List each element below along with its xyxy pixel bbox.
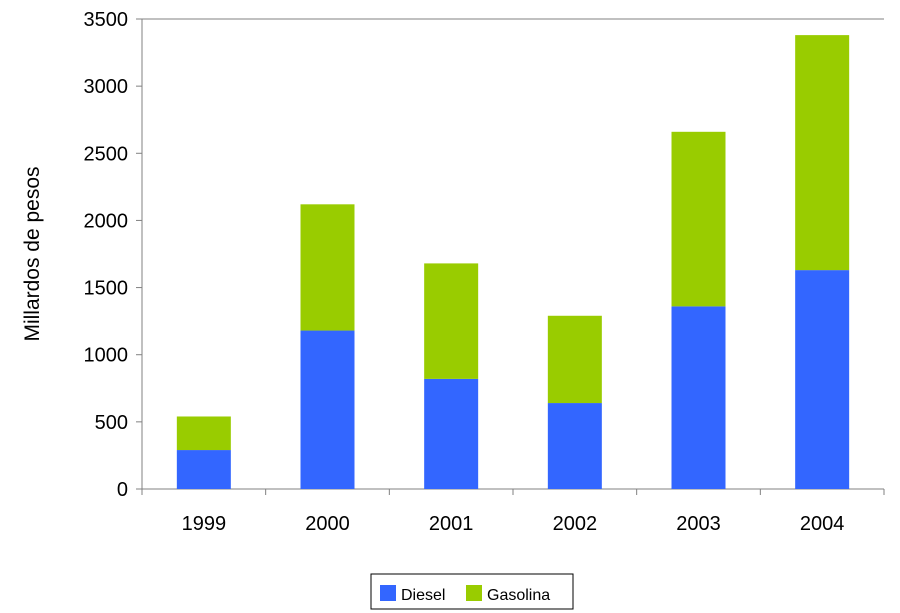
legend-label-diesel: Diesel	[401, 587, 445, 604]
legend-swatch-gasolina	[466, 585, 482, 601]
x-tick-label-2001: 2001	[429, 513, 474, 535]
legend-swatch-diesel	[380, 585, 396, 601]
bar-diesel-2004	[795, 270, 850, 489]
x-tick-label-2003: 2003	[676, 513, 721, 535]
bar-gasolina-2002	[547, 315, 602, 404]
y-tick-label: 1500	[84, 278, 129, 300]
y-tick-label: 1000	[84, 345, 129, 367]
y-axis-ticks: 0 500 1000 1500 2000 2500 3000 3500	[84, 9, 142, 501]
x-tick-label-2000: 2000	[305, 513, 350, 535]
legend-label-gasolina: Gasolina	[487, 587, 550, 604]
y-axis-title: Millardos de pesos	[21, 166, 44, 341]
bar-gasolina-2001	[424, 263, 479, 379]
bar-diesel-2003	[671, 306, 726, 489]
bar-diesel-2000	[300, 330, 355, 489]
y-tick-label: 2000	[84, 210, 129, 232]
bar-gasolina-2003	[671, 131, 726, 307]
bar-gasolina-2000	[300, 204, 355, 331]
x-tick-label-2002: 2002	[553, 513, 598, 535]
bar-gasolina-1999	[176, 416, 231, 451]
legend: Diesel Gasolina	[370, 573, 574, 610]
bar-gasolina-2004	[795, 35, 850, 271]
bar-diesel-1999	[176, 450, 231, 489]
y-tick-label: 500	[95, 412, 128, 434]
y-tick-label: 3500	[84, 9, 129, 31]
x-tick-label-2004: 2004	[800, 513, 845, 535]
bar-diesel-2001	[424, 378, 479, 489]
y-tick-label: 3000	[84, 76, 129, 98]
x-tick-label-1999: 1999	[182, 513, 227, 535]
bar-diesel-2002	[547, 403, 602, 489]
y-tick-label: 0	[117, 479, 128, 501]
x-axis-ticks: 1999 2000 2001 2002 2003 2004	[141, 489, 885, 535]
y-tick-label: 2500	[84, 143, 129, 165]
plot-frame	[141, 18, 884, 490]
bars	[176, 35, 850, 489]
